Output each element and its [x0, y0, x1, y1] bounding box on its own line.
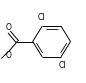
Text: Cl: Cl	[58, 61, 66, 70]
Text: O: O	[5, 23, 11, 32]
Text: O: O	[5, 51, 11, 60]
Text: Cl: Cl	[37, 13, 45, 22]
